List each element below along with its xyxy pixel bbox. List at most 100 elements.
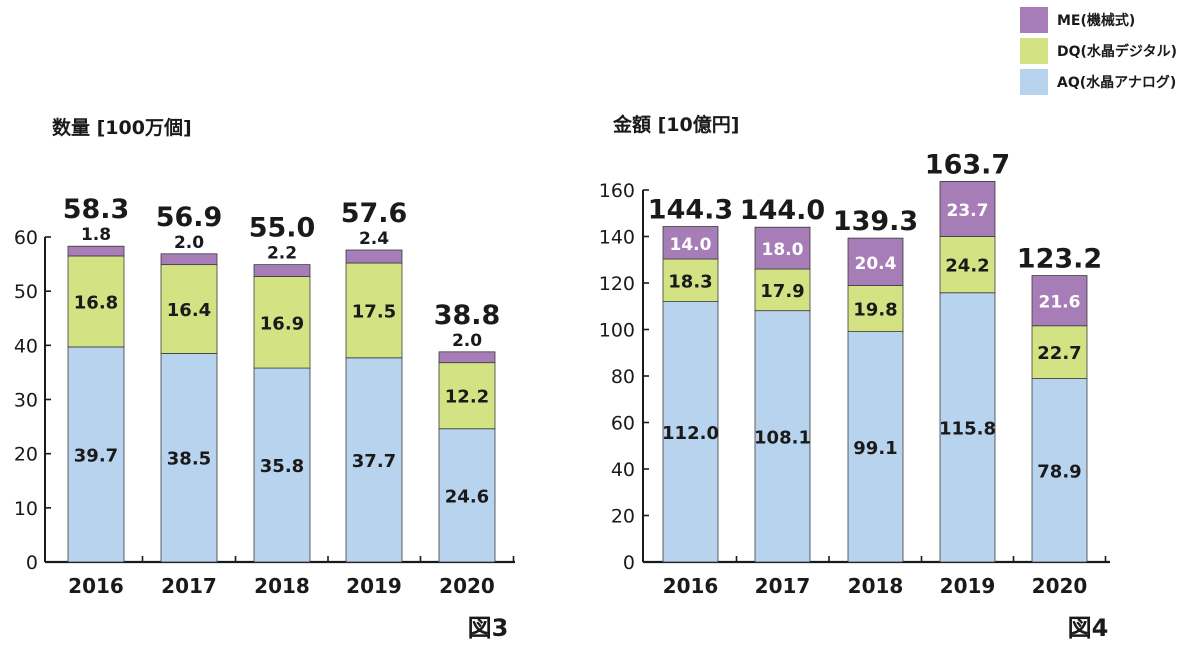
data-label-aq-2017: 38.5 [167, 449, 211, 470]
bar-dq-2019 [345, 262, 403, 359]
data-label-dq-2018: 16.9 [260, 313, 304, 334]
data-label-aq-2018: 35.8 [260, 456, 304, 477]
data-label-dq-2017: 17.9 [760, 281, 804, 302]
bar-aq-2016 [67, 346, 125, 563]
bar-me-2017 [160, 253, 218, 266]
figure-label: 図3 [468, 614, 509, 642]
data-label-me-2018: 20.4 [855, 254, 897, 274]
y-tick-label: 20 [14, 444, 38, 466]
bar-me-2017 [754, 226, 811, 270]
legend-swatch-aq [1020, 69, 1048, 95]
total-label-2018: 139.3 [833, 206, 918, 237]
data-label-aq-2019: 37.7 [352, 451, 396, 472]
data-label-dq-2019: 24.2 [945, 256, 989, 277]
x-tick-label-2018: 2018 [848, 574, 904, 598]
total-label-2017: 144.0 [740, 195, 825, 226]
bar-dq-2017 [754, 268, 811, 312]
legend-swatch-me [1020, 7, 1048, 33]
bar-me-2018 [847, 237, 904, 286]
bar-dq-2019 [939, 236, 996, 294]
x-tick-label-2016: 2016 [68, 574, 124, 598]
x-tick-label-2016: 2016 [663, 574, 719, 598]
y-tick-label: 40 [14, 335, 38, 357]
bar-aq-2019 [939, 292, 996, 563]
legend-label-aq: AQ(水晶アナログ) [1057, 74, 1176, 91]
bar-dq-2018 [253, 276, 311, 369]
total-label-2019: 163.7 [925, 149, 1010, 180]
value-chart: 金額 [10億円] 0 20 40 60 80 100 120 140 160 112.0 18.3 1… [599, 113, 1110, 642]
legend: ME(機械式) DQ(水晶デジタル) AQ(水晶アナログ) [1020, 7, 1177, 95]
y-tick-label: 80 [611, 366, 635, 388]
y-tick-label: 140 [599, 227, 635, 249]
x-tick-label-2017: 2017 [161, 574, 217, 598]
data-label-aq-2018: 99.1 [853, 438, 897, 459]
bar-aq-2017 [160, 353, 218, 563]
y-tick-label: 10 [14, 498, 38, 520]
data-label-dq-2019: 17.5 [352, 301, 396, 322]
x-tick-label-2019: 2019 [346, 574, 402, 598]
data-label-aq-2016: 39.7 [74, 445, 118, 466]
bar-dq-2020 [438, 362, 496, 430]
bar-me-2016 [662, 226, 719, 260]
data-label-dq-2016: 18.3 [668, 271, 712, 292]
x-tick-label-2018: 2018 [254, 574, 310, 598]
bar-me-2019 [345, 249, 403, 264]
y-tick-label: 120 [599, 273, 635, 295]
total-label-2020: 38.8 [434, 300, 501, 331]
data-label-me-2018: 2.2 [267, 244, 297, 264]
data-label-aq-2019: 115.8 [939, 418, 996, 439]
y-axis-title: 金額 [10億円] [612, 113, 739, 136]
total-label-2016: 144.3 [648, 195, 733, 226]
x-tick-label-2020: 2020 [1032, 574, 1088, 598]
bar-aq-2016 [662, 301, 719, 563]
data-label-me-2017: 18.0 [762, 240, 804, 260]
y-tick-label: 0 [26, 552, 38, 574]
y-tick-label: 160 [599, 180, 635, 202]
bar-dq-2016 [662, 258, 719, 302]
x-tick-label-2020: 2020 [439, 574, 495, 598]
bar-me-2016 [67, 245, 125, 257]
data-label-dq-2020: 22.7 [1037, 343, 1081, 364]
bar-aq-2017 [754, 310, 811, 563]
x-tick-label-2019: 2019 [940, 574, 996, 598]
data-label-me-2016: 14.0 [670, 235, 712, 255]
data-label-me-2016: 1.8 [81, 225, 111, 245]
bar-me-2020 [1031, 275, 1088, 327]
legend-swatch-dq [1020, 38, 1048, 64]
data-label-aq-2016: 112.0 [662, 423, 719, 444]
x-tick-label-2017: 2017 [755, 574, 811, 598]
y-tick-label: 0 [623, 552, 635, 574]
data-label-me-2019: 23.7 [947, 201, 989, 221]
figure-label: 図4 [1068, 614, 1109, 642]
data-label-me-2017: 2.0 [174, 233, 204, 253]
bar-me-2019 [939, 180, 996, 237]
data-label-dq-2020: 12.2 [445, 387, 489, 408]
data-label-dq-2016: 16.8 [74, 292, 118, 313]
data-label-dq-2017: 16.4 [167, 300, 211, 321]
data-label-dq-2018: 19.8 [853, 300, 897, 321]
y-tick-label: 50 [14, 281, 38, 303]
bar-me-2018 [253, 264, 311, 277]
total-label-2016: 58.3 [63, 194, 130, 225]
legend-label-me: ME(機械式) [1057, 12, 1135, 29]
data-label-aq-2017: 108.1 [754, 427, 811, 448]
quantity-chart: 数量 [100万個] 0 10 20 30 40 50 60 39.7 16.8 1.858.3 20… [14, 116, 515, 642]
total-label-2018: 55.0 [249, 213, 316, 244]
data-label-me-2020: 21.6 [1039, 293, 1081, 313]
y-tick-label: 20 [611, 506, 635, 528]
data-label-aq-2020: 24.6 [445, 486, 489, 507]
total-label-2020: 123.2 [1017, 244, 1102, 275]
legend-label-dq: DQ(水晶デジタル) [1057, 43, 1177, 60]
bar-dq-2017 [160, 264, 218, 354]
y-tick-label: 60 [611, 413, 635, 435]
data-label-me-2020: 2.0 [452, 331, 482, 351]
bar-dq-2016 [67, 255, 125, 348]
y-tick-label: 30 [14, 390, 38, 412]
bar-dq-2020 [1031, 325, 1088, 379]
total-label-2019: 57.6 [341, 198, 408, 229]
bar-me-2020 [438, 351, 496, 364]
y-tick-label: 100 [599, 320, 635, 342]
data-label-me-2019: 2.4 [359, 229, 389, 249]
